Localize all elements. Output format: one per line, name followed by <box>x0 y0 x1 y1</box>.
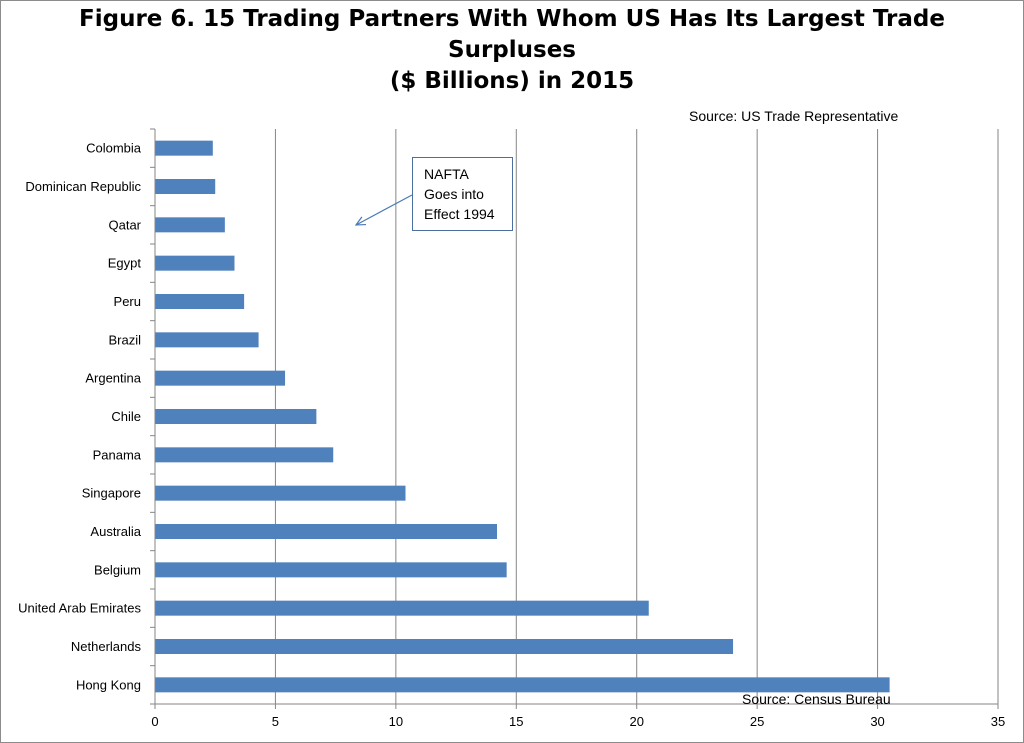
x-tick-label-1: 5 <box>272 714 279 729</box>
annotation-line-2: Goes into <box>424 186 484 202</box>
category-label-3: Egypt <box>108 256 142 271</box>
category-label-9: Singapore <box>82 486 141 501</box>
bar-12 <box>155 600 649 616</box>
x-tick-label-0: 0 <box>151 714 158 729</box>
chart-title-line-2: Surpluses <box>448 37 576 63</box>
category-label-13: Netherlands <box>71 639 142 654</box>
bar-4 <box>155 294 245 309</box>
x-tick-label-6: 30 <box>870 714 884 729</box>
category-label-5: Brazil <box>108 332 141 347</box>
category-label-11: Belgium <box>94 562 141 577</box>
x-tick-label-3: 15 <box>509 714 523 729</box>
bar-5 <box>155 332 259 348</box>
category-label-14: Hong Kong <box>76 677 141 692</box>
bar-7 <box>155 409 317 424</box>
annotation-line-1: NAFTA <box>424 166 469 182</box>
category-label-10: Australia <box>90 524 141 539</box>
x-tick-label-5: 25 <box>750 714 764 729</box>
category-label-1: Dominican Republic <box>25 179 141 194</box>
nafta-annotation-box: NAFTA Goes into Effect 1994 <box>412 157 513 231</box>
annotation-line-3: Effect 1994 <box>424 206 495 222</box>
source-note-top: Source: US Trade Representative <box>689 108 899 124</box>
annotation-arrow-head <box>354 216 367 226</box>
chart-title-line-1: Figure 6. 15 Trading Partners With Whom … <box>79 6 945 32</box>
category-label-6: Argentina <box>85 371 141 386</box>
category-label-8: Panama <box>93 447 142 462</box>
source-note-bottom: Source: Census Bureau <box>742 691 891 707</box>
x-tick-label-4: 20 <box>629 714 643 729</box>
x-tick-label-7: 35 <box>991 714 1005 729</box>
bar-0 <box>155 140 213 156</box>
category-label-12: United Arab Emirates <box>18 601 141 616</box>
category-label-2: Qatar <box>108 217 141 232</box>
bar-8 <box>155 447 334 463</box>
bar-1 <box>155 179 216 194</box>
bar-9 <box>155 485 406 501</box>
category-label-0: Colombia <box>86 141 142 156</box>
category-label-4: Peru <box>114 294 141 309</box>
x-tick-label-2: 10 <box>389 714 403 729</box>
annotation-arrow-line <box>355 194 413 226</box>
bar-14 <box>155 677 890 693</box>
bar-2 <box>155 217 225 233</box>
bar-3 <box>155 255 235 271</box>
chart-title: Figure 6. 15 Trading Partners With Whom … <box>0 4 1024 97</box>
bar-11 <box>155 562 507 578</box>
chart-title-line-3: ($ Billions) in 2015 <box>389 68 635 94</box>
category-label-7: Chile <box>111 409 141 424</box>
bar-10 <box>155 524 498 539</box>
bar-6 <box>155 370 286 386</box>
bar-13 <box>155 639 734 654</box>
